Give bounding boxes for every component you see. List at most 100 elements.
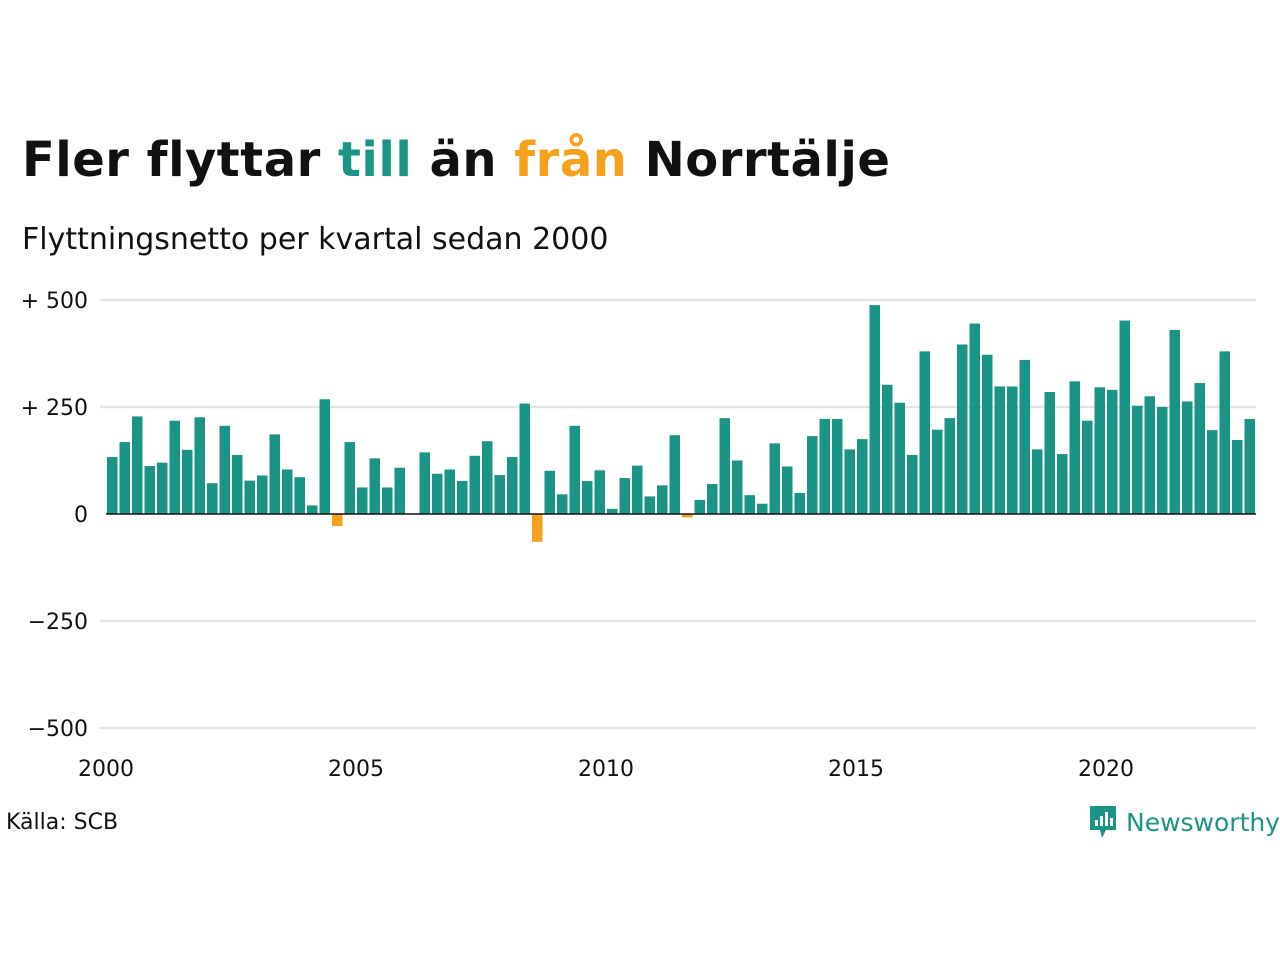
bar [444,469,455,514]
bar [419,452,430,514]
bar [732,460,743,514]
bar [969,323,980,514]
bar [932,429,943,514]
bar [844,449,855,514]
title-part-2: än [412,132,515,188]
bar [694,499,705,514]
bar [607,508,618,514]
x-tick-label: 2015 [828,757,884,782]
bar [794,493,805,514]
bar [1232,439,1243,514]
title-word-till: till [337,132,413,188]
bar [1044,392,1055,514]
bar [207,483,218,514]
bar [294,477,305,514]
y-tick-label: + 250 [21,396,88,421]
bar [244,480,255,514]
bar [1094,387,1105,514]
bar [232,454,243,514]
bar [394,467,405,514]
bar [369,458,380,514]
bar [357,487,368,514]
bar [657,485,668,514]
bar [482,441,493,514]
bar [569,425,580,514]
bar [857,439,868,514]
brand-logo: Newsworthy [1088,804,1280,840]
bar [1219,351,1230,514]
bar [1169,329,1180,514]
bar [1244,418,1255,514]
bar [619,478,630,514]
bar [819,418,830,514]
bar [1082,420,1093,514]
bar [494,475,505,514]
y-tick-label: −250 [28,610,88,635]
bar [944,418,955,514]
x-tick-label: 2020 [1078,757,1134,782]
bar [682,514,693,518]
bar [332,514,343,526]
bar [1057,454,1068,514]
bar [507,457,518,514]
bar [1107,389,1118,514]
bar [457,481,468,514]
bar [1144,396,1155,514]
bar [757,503,768,514]
bar [994,386,1005,514]
source-note: Källa: SCB [6,810,119,835]
title-part-3: Norrtälje [627,132,891,188]
x-tick-label: 2010 [578,757,634,782]
bar [1207,430,1218,514]
newsworthy-logo-icon [1090,806,1116,838]
bar [1019,359,1030,514]
bar [469,455,480,514]
title-part-1: Fler flyttar [22,132,338,188]
bar [169,420,180,514]
bar [557,494,568,514]
bar [107,457,118,514]
brand-name: Newsworthy [1126,807,1280,837]
bar [132,416,143,514]
y-tick-label: −500 [28,717,88,742]
bar [157,462,168,514]
bar [894,402,905,514]
bar [194,417,205,514]
bar [594,470,605,514]
bar [119,442,130,514]
bar [1119,320,1130,514]
bar [344,442,355,514]
bar [782,466,793,514]
bar [544,470,555,514]
bar [1032,449,1043,514]
bar [1194,383,1205,514]
bar [707,484,718,514]
bar [1182,401,1193,514]
bar [1007,386,1018,514]
bar [144,466,155,514]
bar [807,436,818,514]
x-tick-label: 2005 [328,757,384,782]
chart-title: Fler flyttar till än från Norrtälje [22,132,890,188]
chart-subtitle: Flyttningsnetto per kvartal sedan 2000 [22,222,609,257]
bar [432,473,443,514]
bar [519,403,530,514]
bar [1132,405,1143,514]
bar [644,496,655,514]
bar [982,354,993,514]
bar [319,399,330,514]
bar [919,351,930,514]
title-word-fran: från [514,132,628,188]
y-tick-label: 0 [74,503,88,528]
y-tick-label: + 500 [21,289,88,314]
bar-chart: + 500 + 250 0 −250 −500 2000 2005 2010 2015 2020 [21,289,1256,782]
bar [382,487,393,514]
bar [257,475,268,514]
bar [769,443,780,514]
bar [832,418,843,514]
bar [269,434,280,514]
bar [582,481,593,514]
bar [532,514,543,542]
bar [182,449,193,514]
bar [957,344,968,514]
